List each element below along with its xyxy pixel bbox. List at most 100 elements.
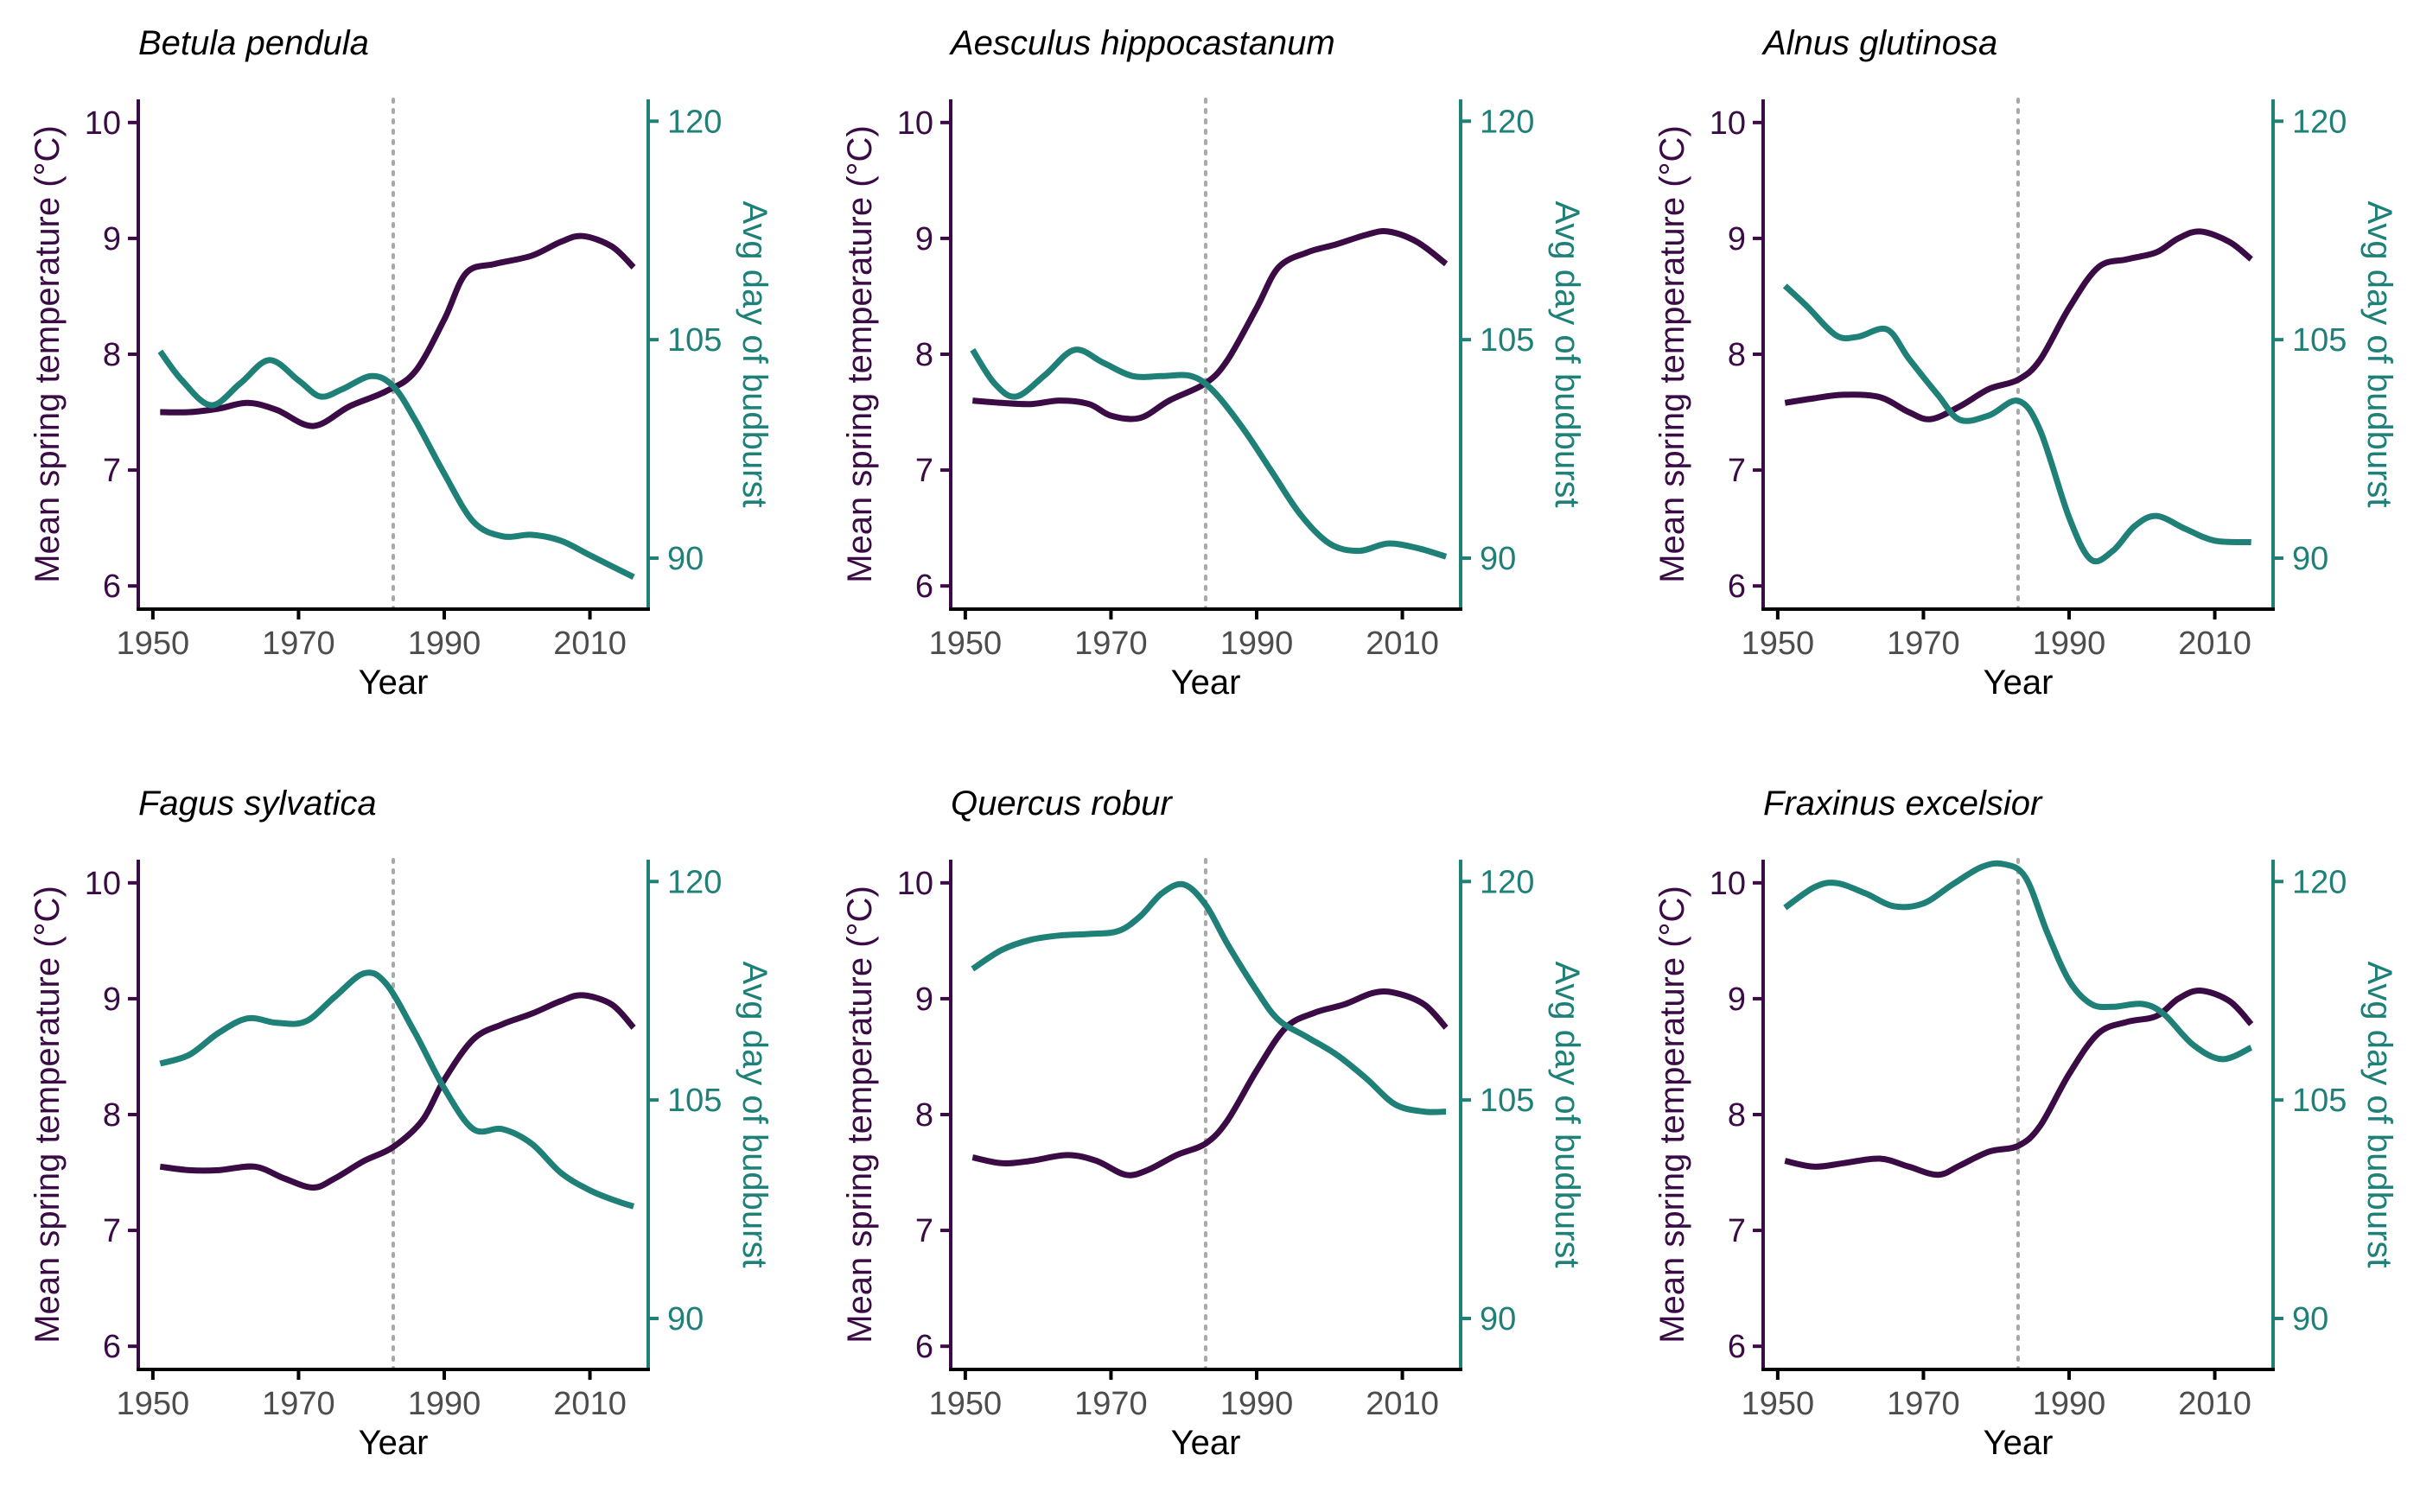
right-tick-label: 90 — [2292, 541, 2328, 577]
right-tick-label: 90 — [2292, 1301, 2328, 1337]
right-tick-label: 105 — [667, 1083, 722, 1119]
left-tick-label: 7 — [1728, 453, 1746, 489]
left-tick-label: 9 — [915, 982, 933, 1018]
panel-title: Fagus sylvatica — [138, 785, 377, 823]
temperature-line — [1784, 987, 2254, 1178]
x-tick-label: 1970 — [1887, 626, 1960, 662]
right-tick-label: 120 — [2292, 864, 2347, 900]
budburst-line — [971, 880, 1447, 1115]
budburst-line — [159, 969, 635, 1210]
panel-1: Betula pendula 6 7 8 9 10 90 105 120 1950 1970 1990… — [29, 24, 774, 702]
left-tick-label: 6 — [1728, 1329, 1746, 1365]
left-tick-label: 7 — [915, 1213, 933, 1249]
right-tick-label: 90 — [1480, 1301, 1516, 1337]
left-tick-label: 9 — [1728, 221, 1746, 257]
temperature-line — [971, 988, 1449, 1178]
x-tick-label: 2010 — [553, 626, 627, 662]
panel-5: Quercus robur 6 7 8 9 10 90 105 120 1950 1970 1990 2… — [841, 785, 1586, 1462]
temperature-line — [160, 232, 636, 429]
x-tick-label: 1950 — [117, 1386, 190, 1422]
left-tick-label: 6 — [103, 569, 121, 605]
x-tick-label: 1990 — [408, 626, 481, 662]
x-tick-label: 1950 — [929, 626, 1003, 662]
right-axis-label: Avg day of budburst — [2360, 200, 2398, 507]
x-axis-label: Year — [1171, 1424, 1241, 1462]
right-axis-label: Avg day of budburst — [736, 961, 774, 1267]
x-tick-label: 1970 — [1074, 626, 1148, 662]
panel-4: Fagus sylvatica 6 7 8 9 10 90 105 120 1950 1970 199… — [29, 785, 774, 1462]
x-tick-label: 1990 — [1220, 1386, 1294, 1422]
x-axis-label: Year — [1171, 664, 1241, 702]
left-tick-label: 9 — [915, 221, 933, 257]
x-tick-label: 2010 — [2178, 1386, 2251, 1422]
left-tick-label: 7 — [103, 453, 121, 489]
panel-6: Fraxinus excelsior 6 7 8 9 10 90 105 120 1950 1970… — [1653, 785, 2398, 1462]
budburst-line — [1782, 283, 2251, 565]
left-tick-label: 10 — [85, 866, 121, 902]
panel-title: Quercus robur — [951, 785, 1173, 823]
x-tick-label: 2010 — [1366, 1386, 1439, 1422]
left-axis-label: Mean spring temperature (°C) — [29, 886, 67, 1344]
left-tick-label: 10 — [85, 105, 121, 142]
right-tick-label: 120 — [1480, 864, 1534, 900]
x-tick-label: 2010 — [553, 1386, 627, 1422]
x-axis-label: Year — [1984, 1424, 2054, 1462]
left-axis-label: Mean spring temperature (°C) — [841, 125, 879, 583]
x-tick-label: 1990 — [1220, 626, 1294, 662]
right-axis-label: Avg day of budburst — [2360, 961, 2398, 1267]
x-tick-label: 1950 — [929, 1386, 1003, 1422]
x-tick-label: 1970 — [1074, 1386, 1148, 1422]
panel-2: Aesculus hippocastanum 6 7 8 9 10 90 105 120 1950… — [841, 24, 1586, 702]
left-tick-label: 10 — [1710, 105, 1746, 142]
temperature-line — [1784, 228, 2253, 422]
x-tick-label: 1950 — [117, 626, 190, 662]
left-tick-label: 7 — [915, 453, 933, 489]
left-tick-label: 8 — [103, 337, 121, 373]
x-tick-label: 1950 — [1742, 626, 1815, 662]
x-axis-label: Year — [359, 664, 429, 702]
right-tick-label: 105 — [2292, 322, 2347, 359]
left-tick-label: 9 — [103, 982, 121, 1018]
x-axis-label: Year — [1984, 664, 2054, 702]
budburst-line — [970, 346, 1448, 560]
right-tick-label: 105 — [667, 322, 722, 359]
temperature-line — [971, 228, 1449, 422]
x-tick-label: 2010 — [1366, 626, 1439, 662]
x-tick-label: 1990 — [2033, 626, 2106, 662]
left-tick-label: 10 — [1710, 866, 1746, 902]
left-tick-label: 8 — [1728, 1097, 1746, 1134]
left-axis-label: Mean spring temperature (°C) — [1653, 125, 1691, 583]
left-tick-label: 9 — [103, 221, 121, 257]
left-axis-label: Mean spring temperature (°C) — [1653, 886, 1691, 1344]
x-tick-label: 1950 — [1742, 1386, 1815, 1422]
left-tick-label: 9 — [1728, 982, 1746, 1018]
temperature-line — [159, 992, 636, 1191]
left-tick-label: 7 — [103, 1213, 121, 1249]
x-axis-label: Year — [359, 1424, 429, 1462]
panel-3: Alnus glutinosa 6 7 8 9 10 90 105 120 1950 1970 199… — [1653, 24, 2398, 702]
left-tick-label: 6 — [915, 1329, 933, 1365]
left-tick-label: 10 — [897, 866, 933, 902]
budburst-line — [1783, 860, 2253, 1063]
right-tick-label: 90 — [1480, 541, 1516, 577]
right-tick-label: 105 — [1480, 322, 1534, 359]
right-tick-label: 105 — [2292, 1083, 2347, 1119]
left-tick-label: 7 — [1728, 1213, 1746, 1249]
left-tick-label: 8 — [915, 337, 933, 373]
right-tick-label: 90 — [667, 1301, 704, 1337]
left-tick-label: 8 — [915, 1097, 933, 1134]
budburst-line — [157, 349, 635, 581]
right-axis-label: Avg day of budburst — [736, 200, 774, 507]
panel-title: Alnus glutinosa — [1761, 24, 1997, 62]
x-tick-label: 1970 — [1887, 1386, 1960, 1422]
left-tick-label: 6 — [103, 1329, 121, 1365]
right-tick-label: 120 — [667, 104, 722, 140]
x-tick-label: 1990 — [408, 1386, 481, 1422]
left-tick-label: 8 — [1728, 337, 1746, 373]
right-tick-label: 105 — [1480, 1083, 1534, 1119]
right-tick-label: 120 — [1480, 104, 1534, 140]
right-tick-label: 120 — [2292, 104, 2347, 140]
left-tick-label: 8 — [103, 1097, 121, 1134]
x-tick-label: 2010 — [2178, 626, 2251, 662]
panel-title: Betula pendula — [138, 24, 369, 62]
